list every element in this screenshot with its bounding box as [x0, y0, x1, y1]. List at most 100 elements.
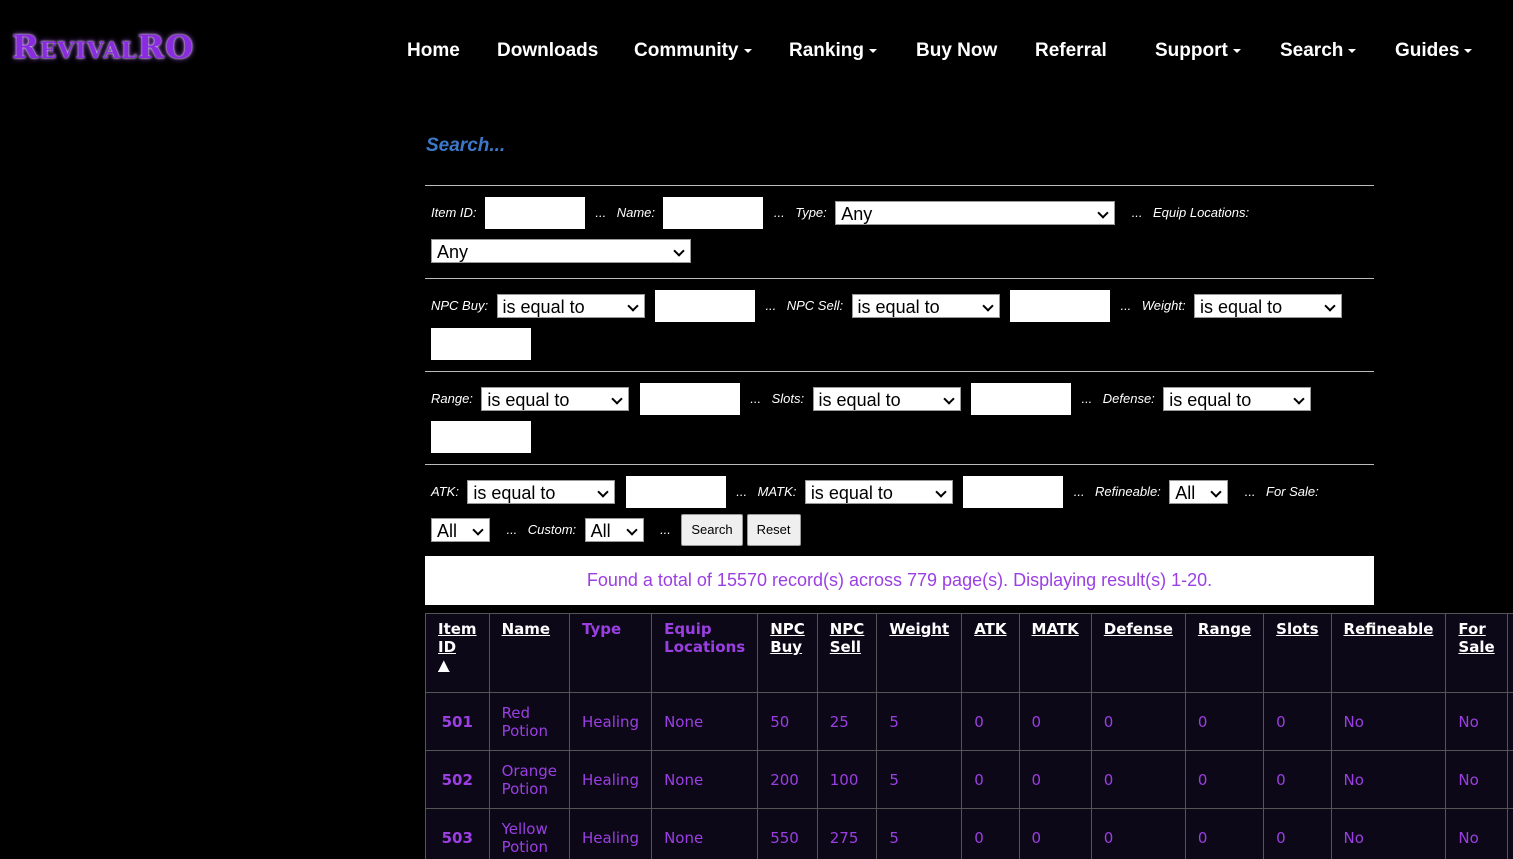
table-row: 503 Yellow Potion Healing None 550 275 5 0 0 0 0 0 N…: [425, 808, 1513, 859]
nav-link[interactable]: Referral: [1035, 40, 1107, 61]
filter-label: Custom:: [527, 522, 577, 537]
select[interactable]: is equal to: [481, 386, 630, 411]
nav-link[interactable]: Buy Now: [916, 40, 998, 61]
column-header[interactable]: NPC Sell: [816, 613, 878, 693]
select[interactable]: All: [431, 517, 490, 542]
table-cell: Healing: [568, 750, 653, 809]
column-label[interactable]: NPC Sell: [829, 620, 865, 656]
filter-label: Range:: [431, 391, 473, 406]
column-header[interactable]: Custom: [1506, 613, 1513, 693]
column-header[interactable]: MATK: [1018, 613, 1092, 693]
column-header[interactable]: ATK: [961, 613, 1020, 693]
filter-label: MATK:: [757, 484, 797, 499]
table-container: Item ID ▲ Name Type Equip Locations NPC Buy NP…: [425, 613, 1513, 859]
column-header[interactable]: Weight: [876, 613, 963, 693]
search-heading: Search...: [426, 135, 506, 156]
filter-row: Range: is equal to ... Slots: is equal t…: [425, 371, 1374, 464]
column-label[interactable]: Slots: [1276, 620, 1319, 638]
table-cell: Yes: [1506, 692, 1513, 751]
column-header[interactable]: Item ID ▲: [425, 613, 490, 693]
column-header[interactable]: NPC Buy: [757, 613, 818, 693]
column-header[interactable]: Refineable: [1330, 613, 1447, 693]
table-cell: Yellow Potion: [488, 808, 571, 859]
separator: ...: [1081, 391, 1093, 406]
column-label[interactable]: Refineable: [1343, 620, 1434, 638]
select[interactable]: is equal to: [851, 293, 1000, 318]
column-header[interactable]: Defense: [1090, 613, 1186, 693]
filter-label: Equip Locations:: [1152, 205, 1250, 220]
column-label[interactable]: ATK: [974, 620, 1007, 638]
table-cell: 0: [1090, 692, 1186, 751]
logo[interactable]: RevivalRO: [12, 28, 195, 66]
column-label: Equip Locations: [664, 620, 746, 656]
text-input[interactable]: [484, 196, 585, 229]
separator: ...: [1073, 484, 1085, 499]
column-label[interactable]: NPC Buy: [770, 620, 805, 656]
column-header[interactable]: Slots: [1263, 613, 1332, 693]
filter-label: Defense:: [1102, 391, 1155, 406]
text-input[interactable]: [431, 327, 531, 360]
button[interactable]: Reset: [746, 513, 801, 546]
column-label[interactable]: Name: [501, 620, 551, 638]
filter-label: Refineable:: [1095, 484, 1161, 499]
result-summary: Found a total of 15570 record(s) across …: [425, 556, 1374, 605]
separator: ...: [1244, 484, 1256, 499]
text-input[interactable]: [639, 382, 740, 415]
column-header: Type: [568, 613, 653, 693]
text-input[interactable]: [654, 289, 755, 322]
nav-link[interactable]: Support: [1155, 40, 1241, 62]
table-cell: 25: [816, 692, 878, 751]
nav-link[interactable]: Community: [634, 40, 752, 62]
table-cell: 0: [1263, 750, 1332, 809]
column-label[interactable]: Defense: [1103, 620, 1173, 638]
nav-link[interactable]: Guides: [1395, 40, 1472, 62]
select[interactable]: is equal to: [467, 479, 616, 504]
text-input[interactable]: [663, 196, 764, 229]
column-label[interactable]: Range: [1197, 620, 1252, 638]
text-input[interactable]: [431, 420, 531, 453]
nav-link[interactable]: Search: [1280, 40, 1356, 62]
column-label[interactable]: For Sale: [1458, 620, 1495, 656]
select[interactable]: is equal to: [1194, 293, 1343, 318]
select[interactable]: is equal to: [804, 479, 953, 504]
table-cell: 0: [1090, 808, 1186, 859]
column-header[interactable]: For Sale: [1445, 613, 1508, 693]
table-cell: 503: [425, 808, 490, 859]
text-input[interactable]: [1010, 289, 1110, 322]
table-cell: No: [1445, 808, 1508, 859]
column-header[interactable]: Range: [1184, 613, 1265, 693]
column-header[interactable]: Name: [488, 613, 571, 693]
nav-link[interactable]: Downloads: [497, 40, 599, 61]
table-cell: 0: [1090, 750, 1186, 809]
column-label[interactable]: Item ID: [438, 620, 477, 656]
table-cell: 5: [876, 750, 963, 809]
select[interactable]: is equal to: [812, 386, 961, 411]
filter-row: NPC Buy: is equal to ... NPC Sell: is eq…: [425, 278, 1374, 371]
column-header: Equip Locations: [651, 613, 759, 693]
table-cell: 501: [425, 692, 490, 751]
column-label[interactable]: Weight: [889, 620, 950, 638]
text-input[interactable]: [963, 475, 1064, 508]
separator: ...: [765, 298, 777, 313]
table-cell: No: [1330, 692, 1447, 751]
select[interactable]: is equal to: [496, 293, 645, 318]
table-cell: 0: [1263, 808, 1332, 859]
nav-link[interactable]: Ranking: [789, 40, 877, 62]
button[interactable]: Search: [681, 513, 743, 546]
table-cell: 200: [757, 750, 818, 809]
select[interactable]: All: [1169, 479, 1229, 504]
column-label[interactable]: MATK: [1031, 620, 1079, 638]
select[interactable]: Any: [431, 238, 691, 263]
select[interactable]: All: [584, 517, 644, 542]
table-cell: Red Potion: [488, 692, 571, 751]
table-cell: Healing: [568, 808, 653, 859]
text-input[interactable]: [625, 475, 726, 508]
select[interactable]: is equal to: [1163, 386, 1312, 411]
nav-link[interactable]: Home: [407, 40, 460, 61]
table-cell: Yes: [1506, 750, 1513, 809]
table-cell: 0: [1018, 750, 1092, 809]
select[interactable]: Any: [835, 200, 1116, 225]
table-cell: 0: [1018, 808, 1092, 859]
text-input[interactable]: [971, 382, 1071, 415]
